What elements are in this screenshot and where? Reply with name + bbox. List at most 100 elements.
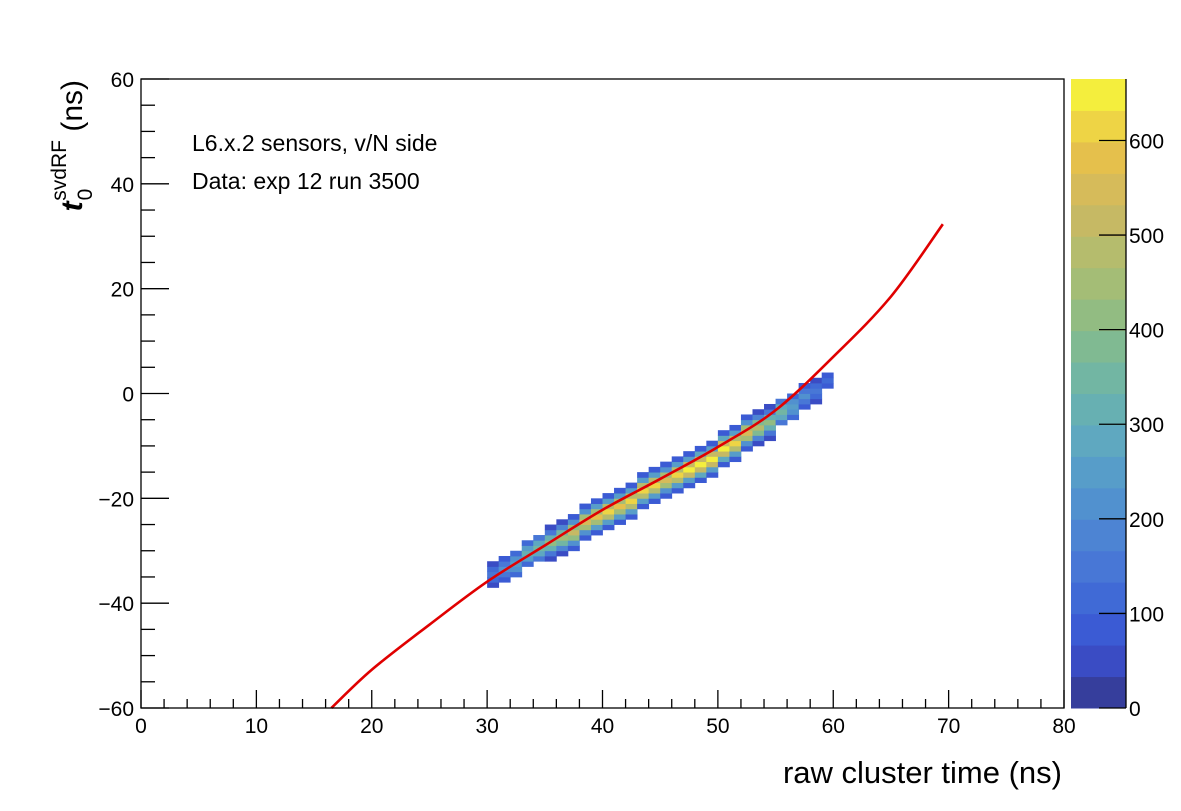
histogram-cell (533, 550, 546, 557)
histogram-cell (764, 424, 776, 431)
histogram-cell (637, 482, 650, 489)
y-tick-label: 20 (111, 279, 134, 302)
histogram-cell (487, 571, 500, 578)
histogram-cell (648, 493, 661, 499)
histogram-cell (694, 456, 707, 463)
histogram-cell (798, 393, 811, 400)
histogram-cell (752, 409, 765, 415)
color-scale-label: 600 (1129, 130, 1164, 153)
histogram-cell (602, 498, 615, 504)
annotation-data: Data: exp 12 run 3500 (192, 168, 420, 194)
color-scale-band (1071, 550, 1126, 583)
color-scale-band (1071, 456, 1126, 489)
histogram-cell (740, 419, 753, 426)
histogram-cell (556, 529, 569, 536)
histogram-cell (671, 461, 684, 468)
histogram-cell (729, 456, 742, 463)
histogram-cell (602, 493, 615, 499)
histogram-cell (717, 435, 730, 442)
histogram-cell (717, 451, 730, 457)
color-scale-band (1071, 330, 1126, 363)
color-scale-band (1071, 676, 1126, 709)
histogram-cell (694, 466, 707, 473)
histogram-cell (764, 435, 776, 442)
histogram-cell (498, 571, 511, 578)
histogram-cell (694, 461, 707, 468)
histogram-cell (775, 414, 788, 421)
histogram-cell (764, 430, 776, 436)
histogram-cell (810, 393, 823, 400)
histogram-cell (567, 519, 580, 525)
histogram-cell (590, 514, 603, 520)
histogram-cell (740, 435, 753, 442)
histogram-cell (683, 451, 696, 457)
histogram-cell (660, 493, 673, 499)
histogram-cell (590, 529, 603, 536)
histogram-cell (764, 403, 776, 410)
histogram-cell (533, 555, 546, 562)
x-tick-label: 30 (475, 715, 498, 738)
histogram-cell (510, 555, 523, 562)
histogram-cell (625, 503, 638, 510)
histogram-cell (567, 535, 580, 541)
histogram-cell (740, 414, 753, 421)
axes (140, 78, 1065, 709)
histogram-cell (683, 482, 696, 489)
color-scale-band (1071, 267, 1126, 300)
histogram-cell (694, 472, 707, 478)
histogram-cell (787, 409, 800, 415)
color-scale-band (1071, 204, 1126, 237)
histogram-cell (521, 555, 534, 562)
y-label-unit: (ns) (56, 80, 89, 140)
y-tick-label: −20 (98, 488, 134, 511)
histogram-cell (567, 545, 580, 552)
histogram-cell (648, 498, 661, 504)
histogram-cell (614, 519, 626, 525)
histogram-cell (706, 440, 719, 447)
histogram-cell (787, 414, 800, 421)
histogram-cell (625, 508, 638, 515)
histogram-cell (579, 514, 592, 520)
x-tick-label: 20 (360, 715, 383, 738)
histogram-cell (544, 550, 557, 557)
color-scale-band (1071, 110, 1126, 143)
histogram-cell (637, 498, 650, 504)
color-scale-band (1071, 645, 1126, 678)
histogram-cell (821, 377, 834, 384)
histogram-cell (556, 545, 569, 552)
histogram-cell (660, 466, 673, 473)
histogram-cell (579, 519, 592, 525)
histogram-cell (787, 398, 800, 405)
y-label-sup: svdRF (48, 140, 71, 201)
histogram-cell (533, 535, 546, 541)
color-scale-label: 200 (1129, 509, 1164, 532)
histogram-cell (821, 383, 834, 389)
x-tick-label: 10 (245, 715, 268, 738)
y-label-sub: 0 (74, 189, 97, 201)
color-scale-band (1071, 362, 1126, 394)
histogram-cell (706, 461, 719, 468)
color-scale-band (1071, 173, 1126, 206)
histogram-cell (694, 477, 707, 484)
histogram-cell (498, 561, 511, 567)
histogram-cell (625, 487, 638, 494)
color-scale-band (1071, 582, 1126, 615)
histogram-cell (579, 535, 592, 541)
histogram-cell (706, 472, 719, 478)
histogram-cell (625, 514, 638, 520)
x-tick-label: 70 (937, 715, 960, 738)
histogram-cell (810, 398, 823, 405)
histogram-cell (798, 403, 811, 410)
color-scale-label: 0 (1129, 698, 1141, 721)
histogram-cell (729, 445, 742, 452)
y-tick-label: 60 (111, 69, 134, 92)
histogram-cell (637, 487, 650, 494)
histogram-cell (487, 582, 500, 588)
histogram-cell (544, 524, 557, 531)
histogram-cell (740, 430, 753, 436)
histogram-cell (660, 461, 673, 468)
y-axis-label: t0svdRF (ns) (48, 80, 97, 211)
histogram-cell (729, 451, 742, 457)
histogram-cell (729, 440, 742, 447)
